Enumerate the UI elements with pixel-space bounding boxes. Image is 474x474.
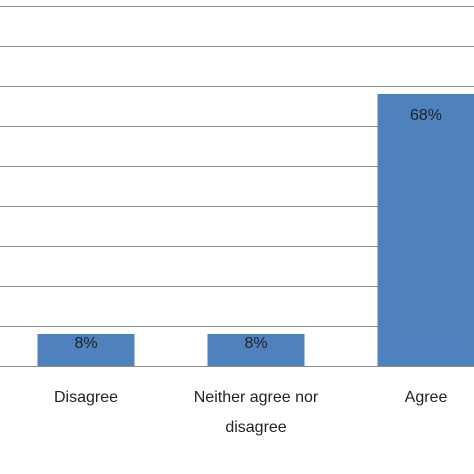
data-label: 8% (244, 335, 267, 352)
x-tick-label: Neither agree nor disagree (194, 389, 319, 436)
x-tick-label-line: disagree (225, 419, 286, 436)
data-label: 8% (74, 335, 97, 352)
x-tick-label: Disagree (54, 389, 118, 406)
bar (207, 334, 305, 366)
data-label: 68% (410, 107, 442, 124)
x-tick-label-line: Neither agree nor (194, 389, 319, 406)
x-tick-label: Agree (405, 389, 448, 406)
bar (377, 94, 474, 366)
bar (37, 334, 135, 366)
